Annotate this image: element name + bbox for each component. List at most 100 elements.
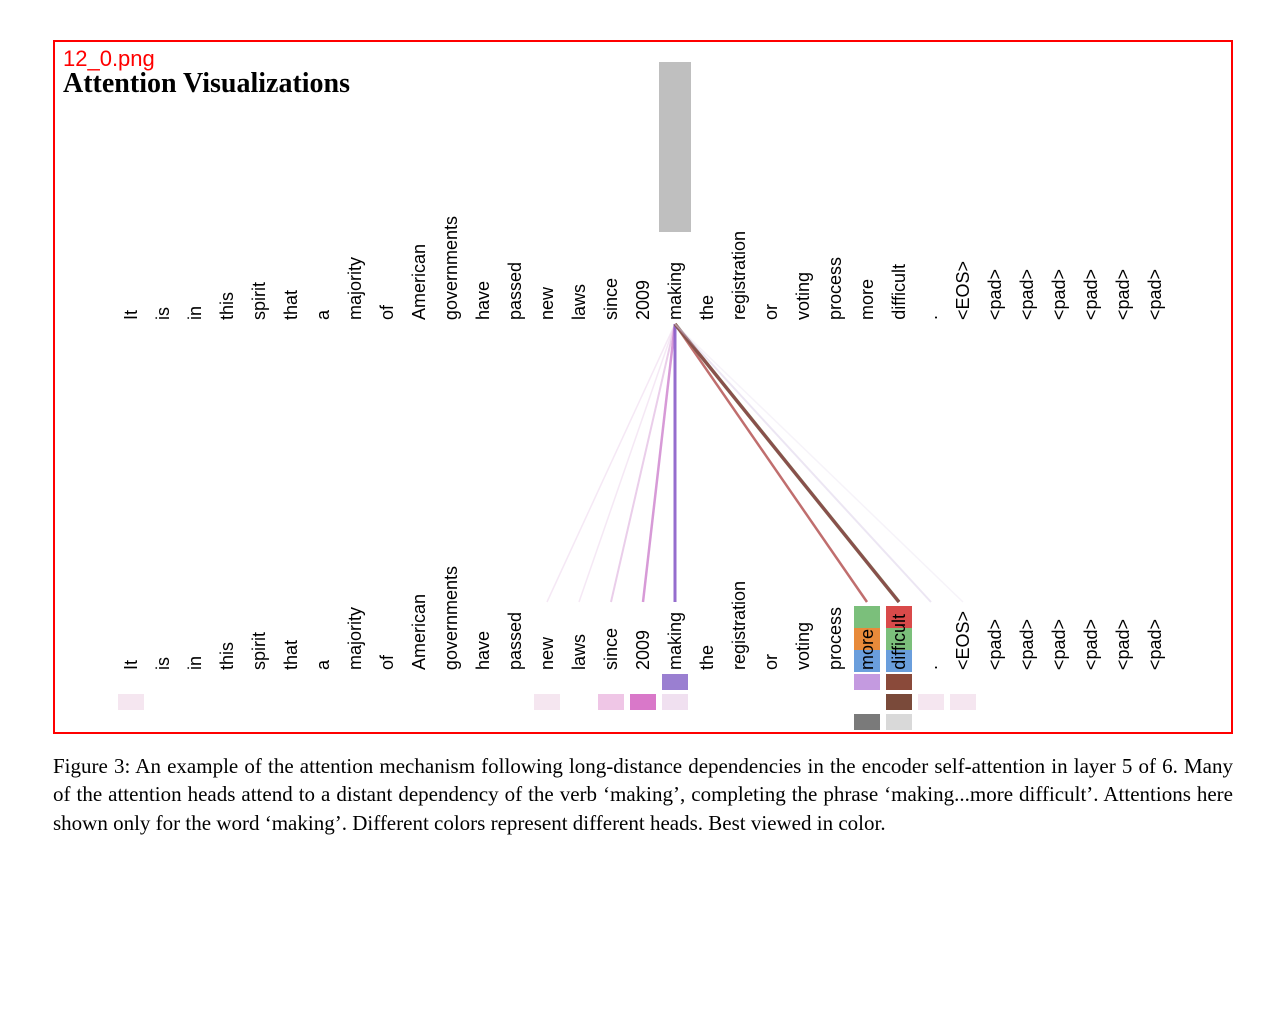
- stripe-cell: [1107, 674, 1139, 690]
- token-label: .: [921, 313, 942, 322]
- section-title: Attention Visualizations: [63, 68, 350, 100]
- bottom-token-cell: a: [307, 472, 339, 672]
- stripe-cell: [115, 694, 147, 710]
- token-label: registration: [729, 579, 750, 672]
- stripe-cell: [307, 714, 339, 730]
- stripe-cell: [531, 674, 563, 690]
- bottom-token-cell: laws: [563, 472, 595, 672]
- top-token-row: ItisinthisspiritthatamajorityofAmericang…: [55, 122, 1231, 322]
- token-label: majority: [345, 255, 366, 322]
- stripe-cell: [275, 714, 307, 730]
- bottom-token-cell: majority: [339, 472, 371, 672]
- top-token-cell: difficult: [883, 122, 915, 322]
- token-label: <pad>: [1049, 267, 1070, 322]
- stripe-cell: [659, 714, 691, 730]
- stripe-cell: [1075, 674, 1107, 690]
- top-token-cell: majority: [339, 122, 371, 322]
- token-label: or: [761, 302, 782, 322]
- stripe-cell: [1107, 714, 1139, 730]
- stripe-cell: [755, 694, 787, 710]
- token-label: making: [665, 260, 686, 322]
- top-token-cell: in: [179, 122, 211, 322]
- token-label: registration: [729, 229, 750, 322]
- token-label: <EOS>: [953, 259, 974, 322]
- top-token-cell: a: [307, 122, 339, 322]
- top-token-cell: American: [403, 122, 435, 322]
- top-token-cell: have: [467, 122, 499, 322]
- stripe-cell: [915, 674, 947, 690]
- attention-viz: ItisinthisspiritthatamajorityofAmericang…: [55, 122, 1231, 732]
- stripe-cell: [179, 714, 211, 730]
- bottom-token-cell: governments: [435, 472, 467, 672]
- stripe-cell: [179, 674, 211, 690]
- stripe-cell: [499, 694, 531, 710]
- stripe-cell: [307, 694, 339, 710]
- bottom-token-cell: <pad>: [1011, 472, 1043, 672]
- token-label: that: [281, 288, 302, 322]
- stripe-row: [55, 714, 1231, 730]
- token-label: in: [185, 654, 206, 672]
- token-label: <pad>: [1049, 617, 1070, 672]
- stripe-cell: [467, 674, 499, 690]
- bottom-token-cell: more: [851, 472, 883, 672]
- bottom-token-cell: It: [115, 472, 147, 672]
- stripe-cell: [1139, 694, 1171, 710]
- token-label: that: [281, 638, 302, 672]
- token-label: more: [857, 627, 878, 672]
- stripe-cell: [819, 694, 851, 710]
- top-token-cell: <pad>: [1011, 122, 1043, 322]
- token-label: <EOS>: [953, 609, 974, 672]
- bottom-token-cell: <pad>: [1139, 472, 1171, 672]
- stripe-cell: [723, 674, 755, 690]
- token-label: spirit: [249, 630, 270, 672]
- bottom-token-cell: <pad>: [979, 472, 1011, 672]
- top-token-cell: of: [371, 122, 403, 322]
- bottom-token-cell: since: [595, 472, 627, 672]
- token-label: difficult: [889, 612, 910, 672]
- token-label: this: [217, 290, 238, 322]
- top-token-cell: <pad>: [1139, 122, 1171, 322]
- token-label: since: [601, 626, 622, 672]
- bottom-token-cell: passed: [499, 472, 531, 672]
- token-label: new: [537, 635, 558, 672]
- stripe-cell: [435, 714, 467, 730]
- stripe-cell: [691, 674, 723, 690]
- stripe-cell: [115, 674, 147, 690]
- stripe-cell: [211, 694, 243, 710]
- token-label: <pad>: [1113, 617, 1134, 672]
- token-label: American: [409, 592, 430, 672]
- token-label: a: [313, 308, 334, 322]
- stripe-cell: [1107, 694, 1139, 710]
- stripe-cell: [787, 714, 819, 730]
- stripe-cell: [339, 674, 371, 690]
- source-highlight: [659, 62, 691, 232]
- stripe-cell: [243, 694, 275, 710]
- top-token-cell: <pad>: [1043, 122, 1075, 322]
- top-token-cell: laws: [563, 122, 595, 322]
- token-label: difficult: [889, 262, 910, 322]
- figure-panel: 12_0.png Attention Visualizations Itisin…: [53, 40, 1233, 734]
- stripe-cell: [1139, 714, 1171, 730]
- stripe: [662, 674, 688, 690]
- token-label: the: [697, 643, 718, 672]
- stripe: [950, 694, 976, 710]
- stripe-cell: [435, 694, 467, 710]
- token-label: in: [185, 304, 206, 322]
- bottom-token-cell: of: [371, 472, 403, 672]
- bottom-token-cell: the: [691, 472, 723, 672]
- token-label: governments: [441, 214, 462, 322]
- top-token-cell: <pad>: [1107, 122, 1139, 322]
- stripe-cell: [1011, 714, 1043, 730]
- bottom-token-cell: <pad>: [1075, 472, 1107, 672]
- stripe-cell: [307, 674, 339, 690]
- stripe-cell: [1043, 714, 1075, 730]
- bottom-token-cell: voting: [787, 472, 819, 672]
- top-token-cell: spirit: [243, 122, 275, 322]
- bottom-token-cell: .: [915, 472, 947, 672]
- stripe-cell: [115, 714, 147, 730]
- stripe-cell: [563, 694, 595, 710]
- token-label: majority: [345, 605, 366, 672]
- token-label: or: [761, 652, 782, 672]
- token-label: this: [217, 640, 238, 672]
- caption-prefix: Figure 3:: [53, 754, 130, 778]
